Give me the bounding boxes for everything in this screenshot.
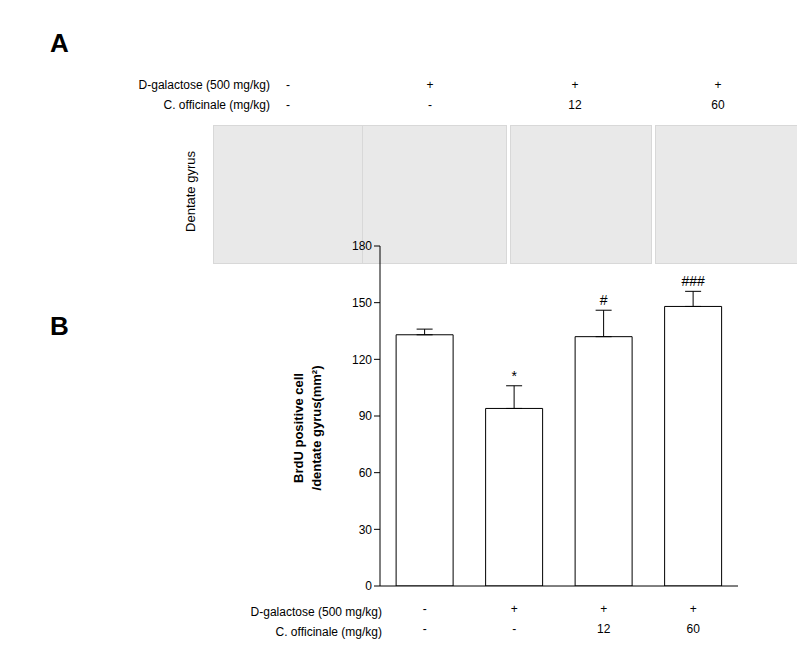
svg-text:+: + <box>511 602 518 616</box>
svg-text:#: # <box>600 292 608 308</box>
svg-text:60: 60 <box>687 622 701 636</box>
html-text:C. officinale (mg/kg): C. officinale (mg/kg) <box>163 98 270 112</box>
svg-text:60: 60 <box>359 466 373 480</box>
svg-text:90: 90 <box>359 409 373 423</box>
svg-text:180: 180 <box>352 239 372 253</box>
html-text:D-galactose (500 mg/kg): D-galactose (500 mg/kg) <box>138 78 270 92</box>
svg-text:-: - <box>423 622 427 636</box>
html-text:Dentate gyrus: Dentate gyrus <box>182 151 198 232</box>
svg-text:150: 150 <box>352 296 372 310</box>
html-text:12: 12 <box>568 98 582 112</box>
svg-text:-: - <box>512 622 516 636</box>
html-text:D-galactose (500 mg/kg): D-galactose (500 mg/kg) <box>250 605 382 619</box>
svg-text:120: 120 <box>352 353 372 367</box>
html-text:A: A <box>50 28 69 58</box>
svg-text:+: + <box>600 602 607 616</box>
html-text:B: B <box>50 311 69 341</box>
svg-text:+: + <box>690 602 697 616</box>
html-text:C. officinale (mg/kg): C. officinale (mg/kg) <box>275 625 382 639</box>
html-text:/dentate gyrus(mm²): /dentate gyrus(mm²) <box>309 365 324 491</box>
svg-text:*: * <box>511 368 517 384</box>
svg-text:0: 0 <box>365 579 372 593</box>
svg-text:12: 12 <box>597 622 611 636</box>
html-text:BrdU positive cell: BrdU positive cell <box>291 373 306 483</box>
html-text:60: 60 <box>711 98 725 112</box>
svg-text:30: 30 <box>359 523 373 537</box>
svg-text:-: - <box>423 602 427 616</box>
svg-text:###: ### <box>681 273 705 289</box>
